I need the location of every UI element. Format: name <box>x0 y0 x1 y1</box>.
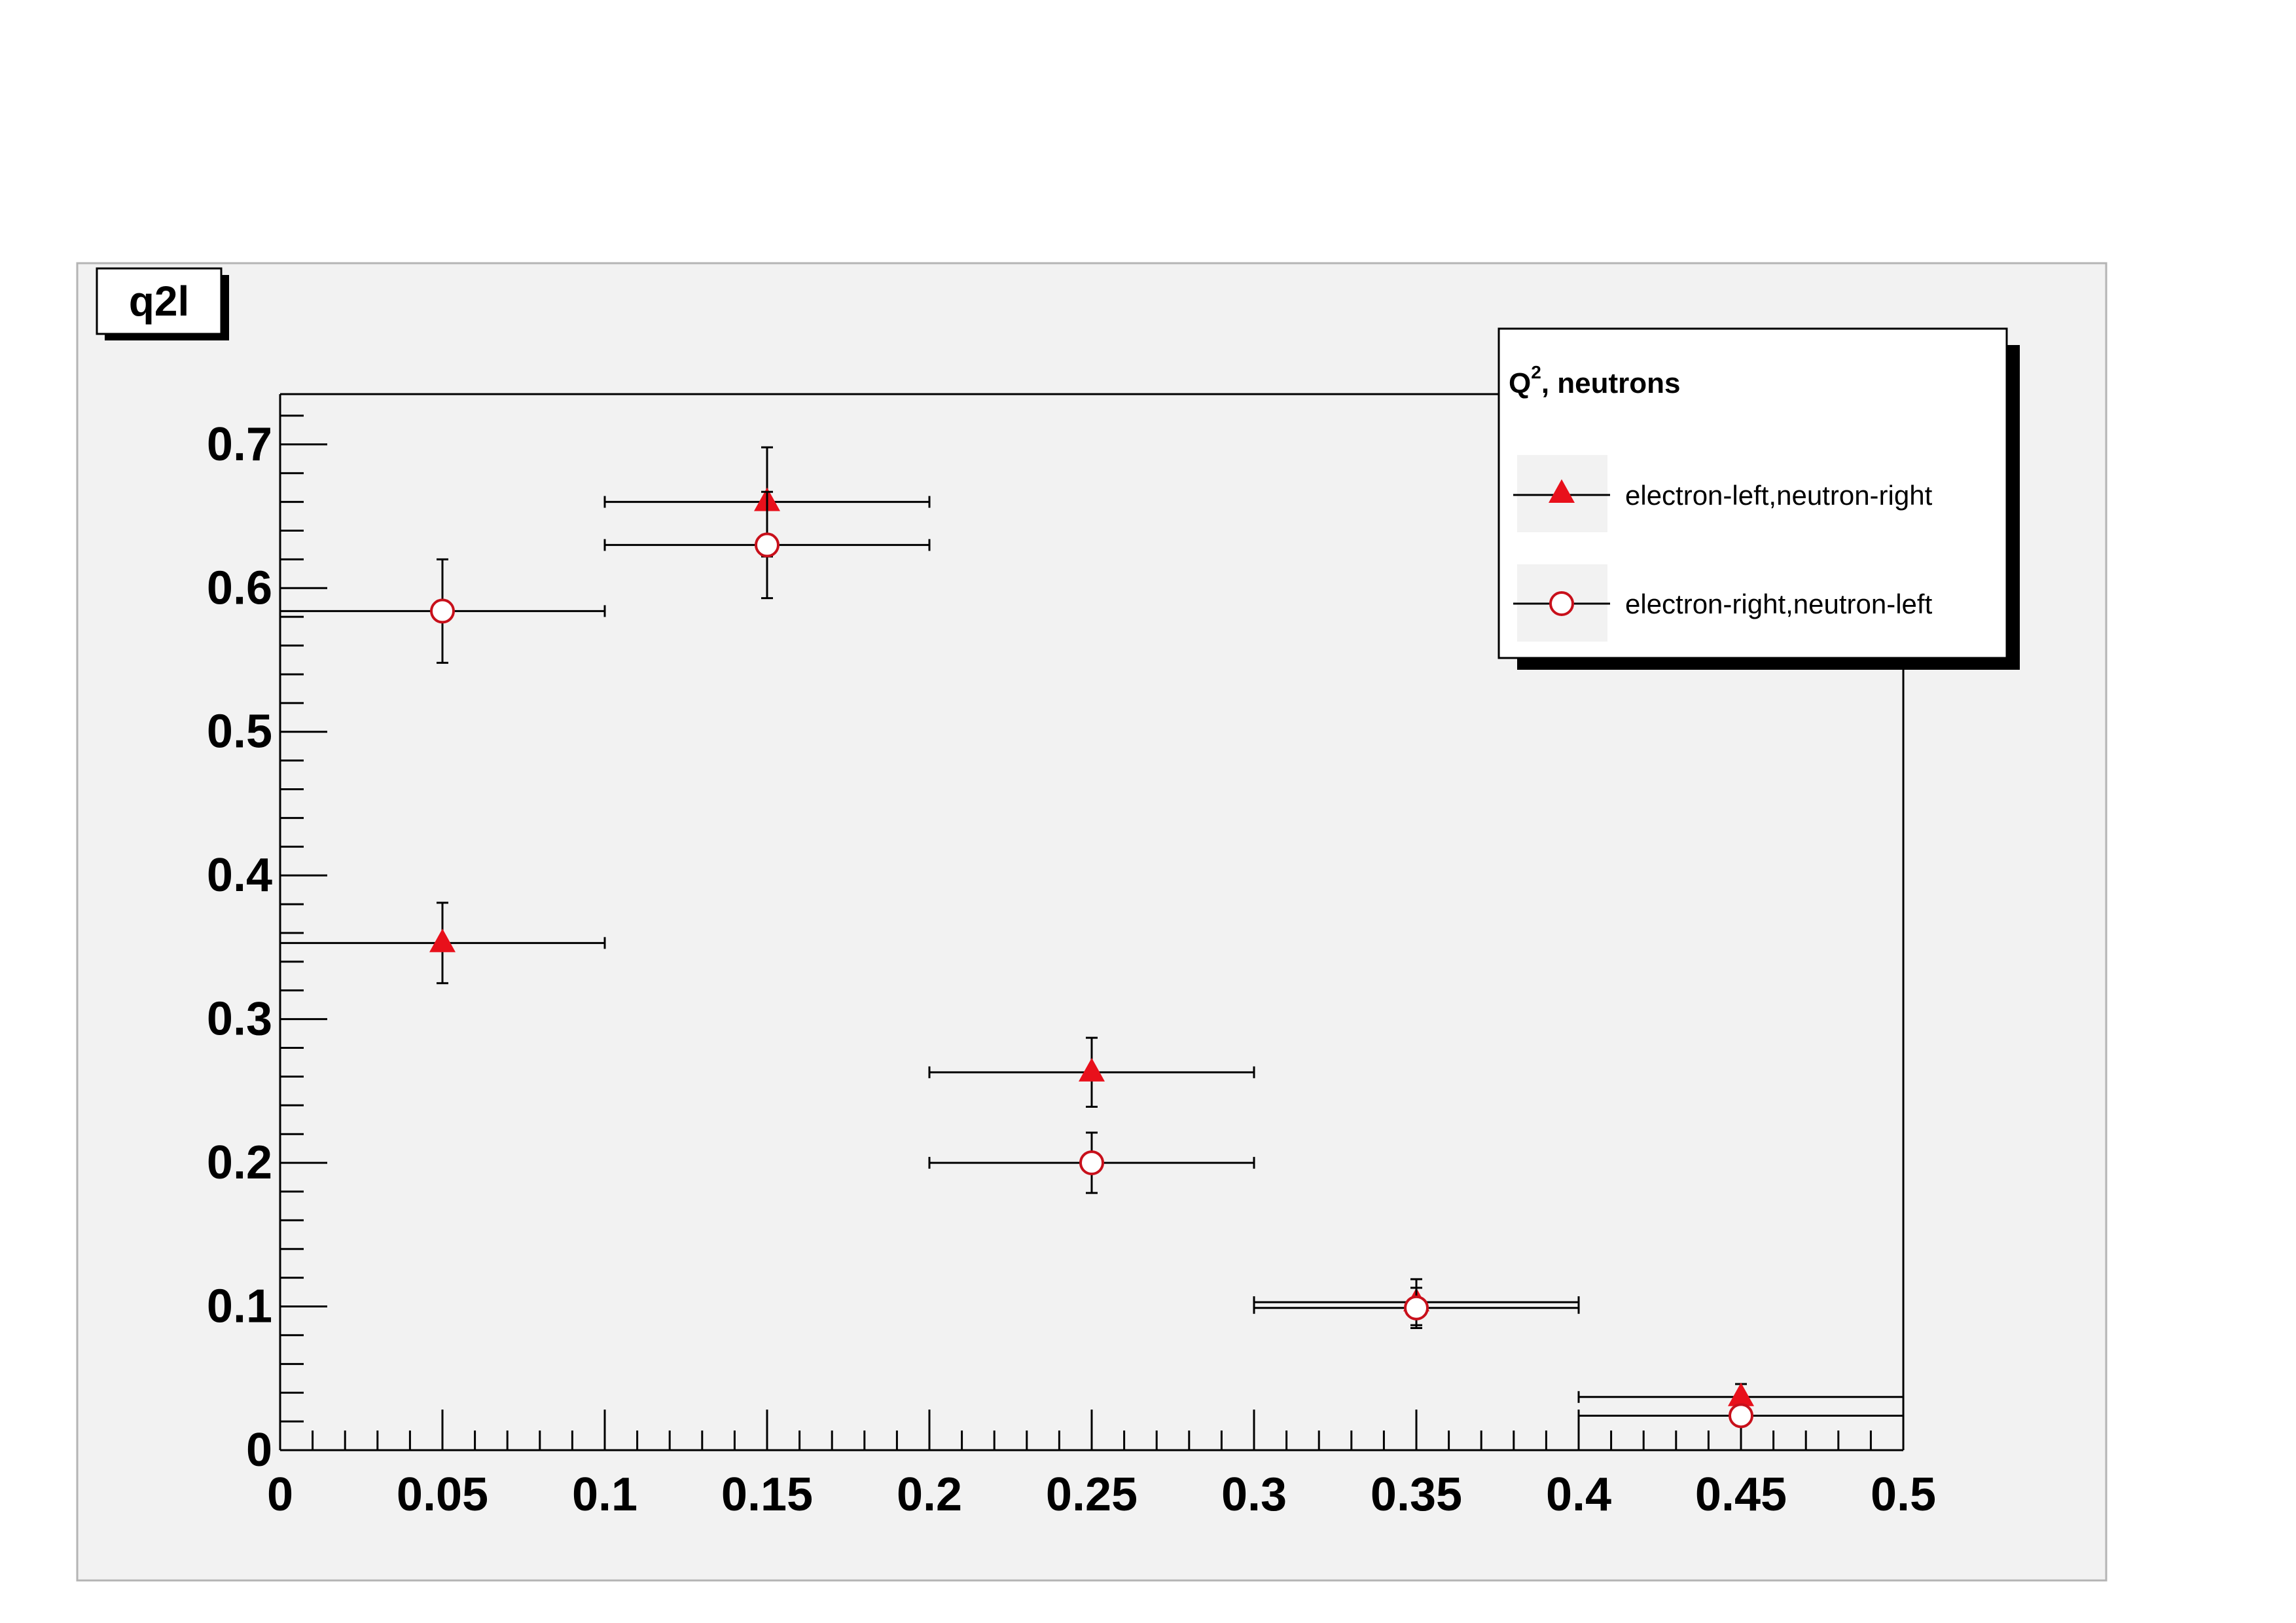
y-tick-label: 0.1 <box>207 1281 272 1333</box>
x-tick-label: 0.4 <box>1546 1468 1611 1521</box>
series-layer <box>279 446 1905 1429</box>
data-point-circle <box>1079 1150 1104 1176</box>
data-point-triangle <box>1079 1057 1105 1082</box>
data-point-triangle <box>429 928 456 953</box>
x-tick-label: 0.3 <box>1221 1468 1287 1521</box>
legend-entry-2: electron-right,neutron-left <box>1625 589 1933 619</box>
y-tick-label: 0.2 <box>207 1137 272 1189</box>
legend-marker-circle-icon <box>1549 591 1574 616</box>
data-point-circle <box>1404 1295 1429 1321</box>
y-tick-label: 0.6 <box>207 562 272 614</box>
series-2 <box>279 490 1905 1429</box>
data-point-circle <box>430 598 455 624</box>
title-box: q2l <box>96 267 229 340</box>
y-tick-label: 0.4 <box>207 849 272 902</box>
legend-entry-1: electron-left,neutron-right <box>1625 480 1933 511</box>
y-tick-label: 0.5 <box>207 706 272 758</box>
x-tick-label: 0.45 <box>1695 1468 1787 1521</box>
legend: Q2, neutrons electron-left,neutron-right… <box>1498 327 2020 670</box>
y-axis: 0 0.1 0.2 0.3 0.4 0.5 0.6 0.7 <box>207 394 327 1476</box>
x-axis: 0 0.05 0.1 0.15 0.2 0.25 0.3 0.35 0.4 0.45 0.5 <box>267 1410 1936 1521</box>
x-tick-label: 0.5 <box>1871 1468 1936 1521</box>
data-point-triangle <box>1728 1382 1754 1406</box>
x-tick-label: 0.35 <box>1371 1468 1462 1521</box>
data-point-circle <box>1729 1403 1753 1429</box>
data-point-circle <box>755 532 780 558</box>
x-tick-label: 0 <box>267 1468 293 1521</box>
legend-marker-triangle-icon <box>1549 479 1575 503</box>
x-tick-label: 0.15 <box>721 1468 813 1521</box>
legend-header: Q2, neutrons <box>1509 362 1681 399</box>
title-text: q2l <box>129 278 189 325</box>
x-tick-label: 0.05 <box>397 1468 488 1521</box>
y-tick-label: 0.3 <box>207 993 272 1046</box>
y-tick-label: 0.7 <box>207 418 272 471</box>
x-tick-label: 0.1 <box>572 1468 637 1521</box>
x-tick-label: 0.2 <box>897 1468 962 1521</box>
y-tick-label: 0 <box>246 1424 272 1476</box>
x-tick-label: 0.25 <box>1046 1468 1138 1521</box>
